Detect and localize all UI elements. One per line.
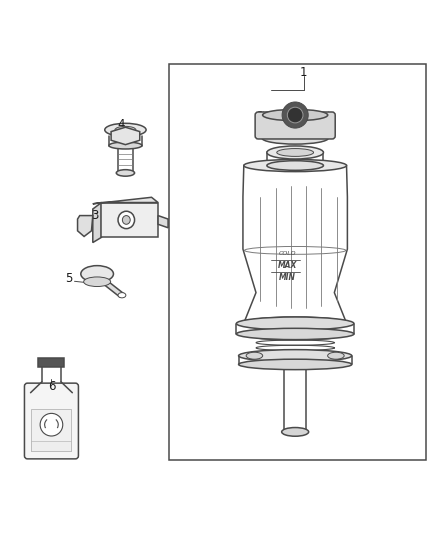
- Text: COLD: COLD: [279, 251, 296, 256]
- Ellipse shape: [267, 146, 323, 159]
- Text: MAX: MAX: [278, 261, 297, 270]
- Ellipse shape: [118, 293, 126, 298]
- Text: 5: 5: [65, 272, 73, 285]
- Ellipse shape: [282, 427, 309, 436]
- Ellipse shape: [328, 352, 344, 359]
- Ellipse shape: [281, 352, 309, 359]
- Ellipse shape: [246, 352, 263, 359]
- Ellipse shape: [115, 126, 136, 133]
- Ellipse shape: [105, 123, 146, 136]
- Text: MIN: MIN: [279, 273, 296, 282]
- Polygon shape: [78, 215, 93, 237]
- Ellipse shape: [263, 109, 328, 120]
- Circle shape: [40, 414, 63, 436]
- Circle shape: [287, 107, 303, 123]
- Ellipse shape: [239, 350, 352, 362]
- Ellipse shape: [244, 317, 346, 329]
- FancyBboxPatch shape: [255, 112, 335, 139]
- Text: 1: 1: [300, 66, 307, 79]
- Bar: [169, 64, 426, 460]
- Ellipse shape: [244, 159, 346, 172]
- Circle shape: [282, 102, 308, 128]
- Polygon shape: [93, 197, 158, 204]
- Bar: [39, 358, 64, 367]
- Ellipse shape: [262, 132, 328, 144]
- Ellipse shape: [109, 142, 142, 149]
- Polygon shape: [102, 279, 124, 297]
- Polygon shape: [93, 203, 102, 243]
- Ellipse shape: [81, 265, 113, 282]
- Ellipse shape: [116, 169, 134, 176]
- Polygon shape: [111, 127, 140, 144]
- Text: 4: 4: [117, 118, 125, 131]
- Ellipse shape: [237, 317, 354, 330]
- Text: 6: 6: [48, 379, 55, 393]
- Text: 2: 2: [257, 110, 264, 123]
- Ellipse shape: [118, 211, 134, 229]
- Polygon shape: [158, 215, 168, 228]
- Ellipse shape: [267, 161, 323, 171]
- Ellipse shape: [122, 215, 130, 224]
- Ellipse shape: [237, 328, 354, 340]
- FancyBboxPatch shape: [25, 383, 78, 459]
- Bar: [32, 409, 71, 450]
- Bar: [32, 441, 71, 450]
- FancyBboxPatch shape: [102, 203, 158, 237]
- Ellipse shape: [239, 359, 352, 370]
- Text: 3: 3: [91, 208, 99, 222]
- Ellipse shape: [84, 277, 111, 287]
- Ellipse shape: [277, 149, 314, 156]
